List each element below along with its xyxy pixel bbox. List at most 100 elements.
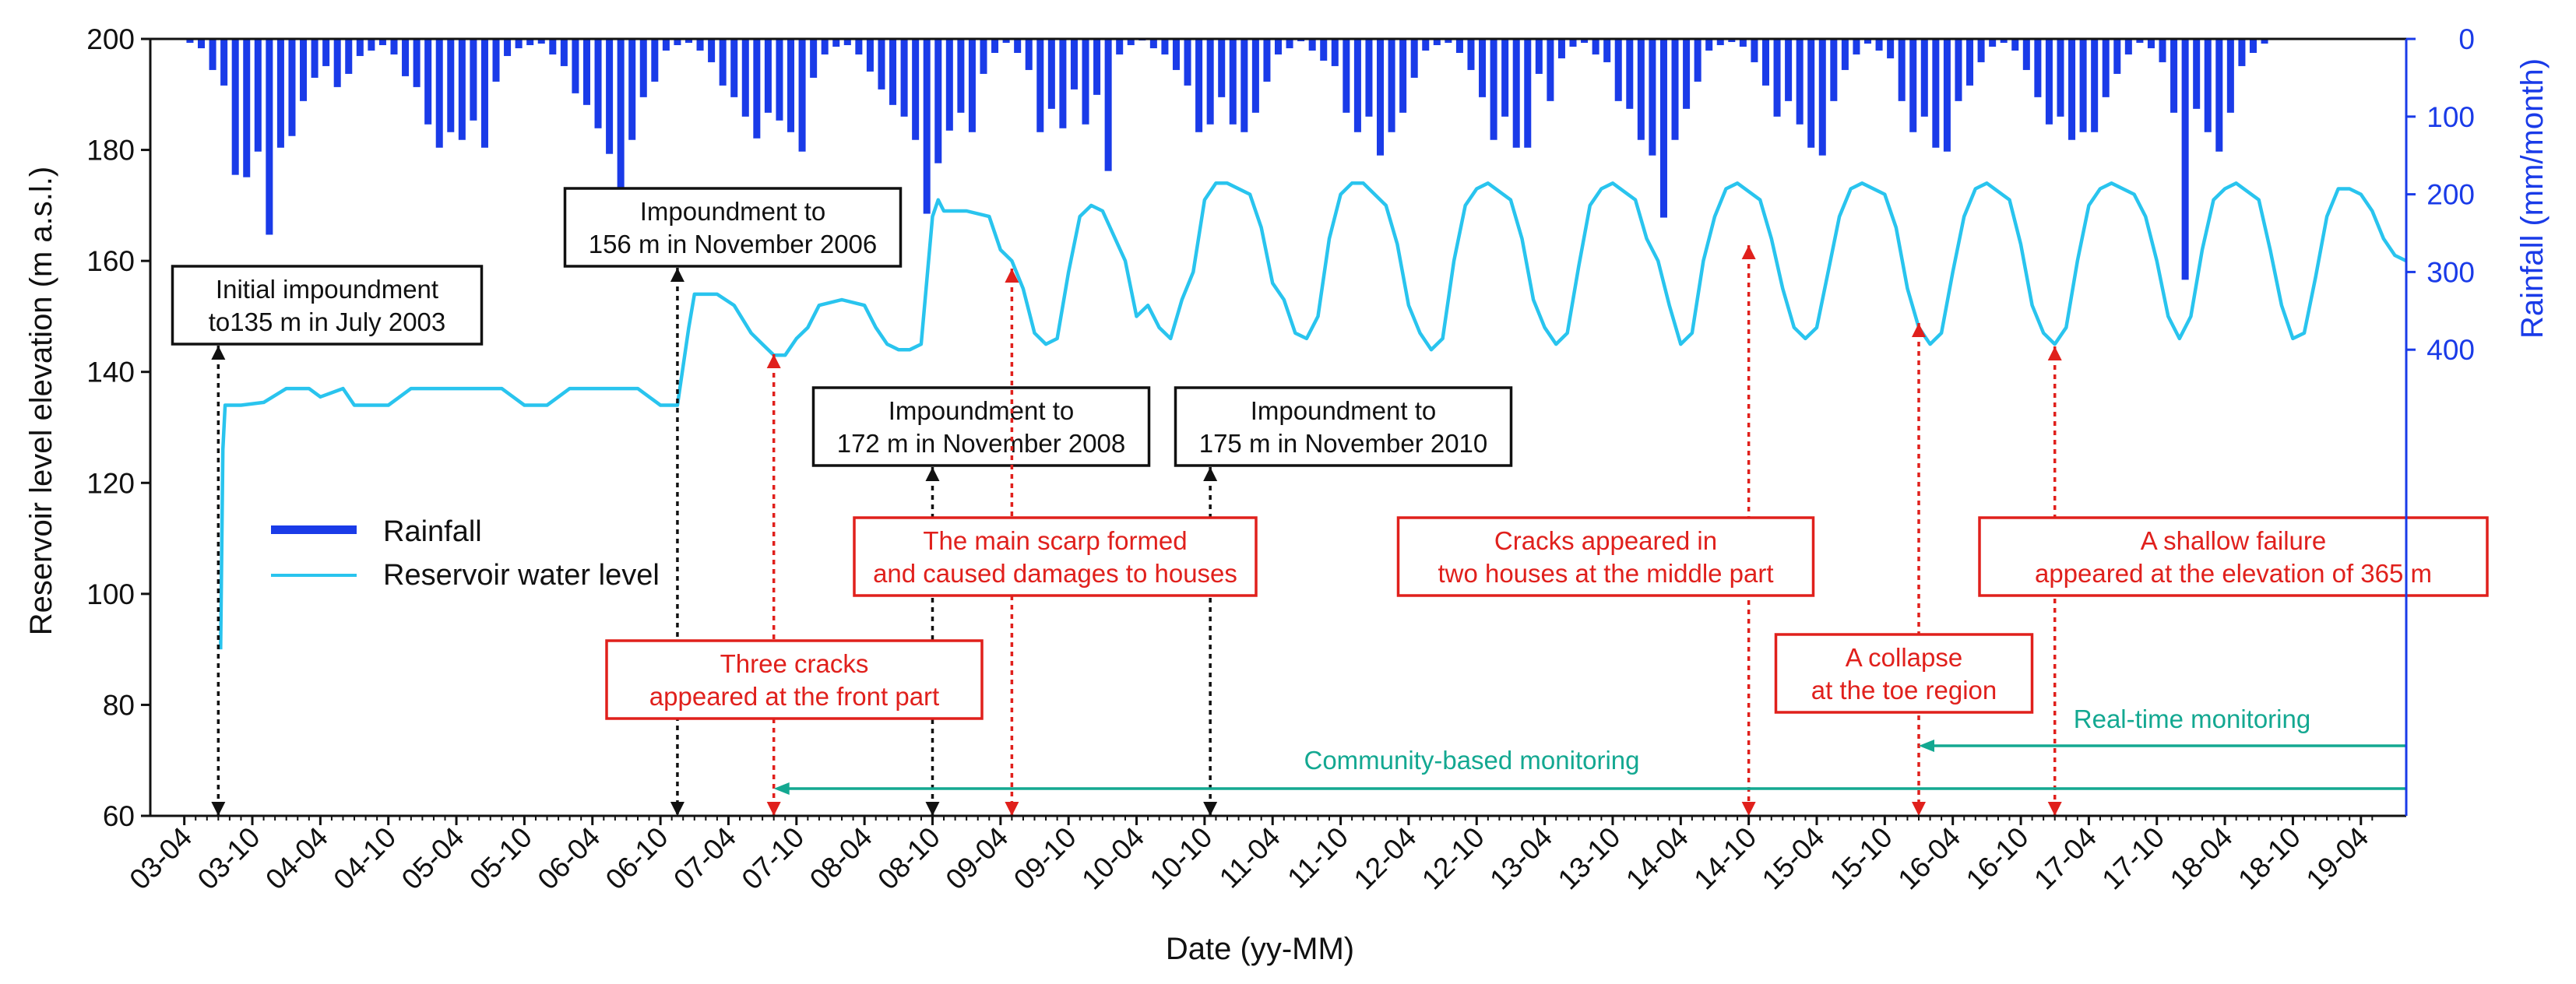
y-left-tick-label: 160: [86, 245, 135, 277]
rainfall-bar: [1977, 39, 1985, 62]
rainfall-bar: [243, 39, 251, 177]
x-tick-label: 15-10: [1824, 821, 1899, 896]
rainfall-bar: [1773, 39, 1781, 117]
rainfall-bar: [708, 39, 716, 62]
x-tick-label: 06-10: [600, 821, 674, 896]
x-tick-label: 04-10: [327, 821, 402, 896]
rainfall-bar: [2147, 39, 2155, 48]
legend: Rainfall Reservoir water level: [271, 515, 660, 592]
rainfall-bar: [515, 39, 523, 48]
x-tick-label: 07-04: [667, 821, 742, 896]
rainfall-bar: [1796, 39, 1804, 125]
rainfall-bar: [1433, 39, 1441, 45]
rainfall-bar: [1898, 39, 1906, 101]
x-tick-label: 12-10: [1416, 821, 1490, 896]
event-annotation-label: appeared at the front part: [649, 682, 939, 711]
rainfall-bar: [1683, 39, 1691, 109]
rainfall-bar: [798, 39, 806, 152]
y-right-tick-label: 100: [2426, 101, 2475, 133]
rainfall-bar: [1343, 39, 1350, 113]
rainfall-bar: [276, 39, 284, 148]
rainfall-bar: [186, 39, 194, 43]
event-arrow-head: [1912, 323, 1927, 337]
rainfall-bar: [1070, 39, 1078, 90]
x-axis-title: Date (yy-MM): [1166, 932, 1354, 966]
x-tick-label: 11-04: [1213, 821, 1286, 894]
rainfall-bar: [1569, 39, 1577, 47]
rainfall-bar: [1127, 39, 1135, 45]
legend-water-swatch: [271, 574, 357, 577]
rainfall-bar: [2170, 39, 2178, 113]
x-tick-label: 14-04: [1620, 821, 1694, 896]
rainfall-bar: [1047, 39, 1055, 109]
y-left-tick-label: 120: [86, 467, 135, 499]
rainfall-bar: [753, 39, 761, 139]
rainfall-bar: [345, 39, 353, 74]
impoundment-annotation-label: 156 m in November 2006: [589, 230, 878, 258]
event-annotation-label: and caused damages to houses: [873, 559, 1237, 588]
rainfall-bar: [674, 39, 681, 45]
rainfall-bar: [1603, 39, 1611, 62]
rainfall-bar: [378, 39, 386, 45]
impoundment-annotation-label: 175 m in November 2010: [1199, 429, 1488, 458]
rainfall-bar: [957, 39, 965, 113]
rainfall-bar: [1875, 39, 1883, 51]
rainfall-bar: [843, 39, 851, 45]
rainfall-bar: [2261, 39, 2268, 44]
event-arrow-head: [1005, 269, 1019, 283]
rainfall-bar: [696, 39, 704, 51]
rainfall-bar: [368, 39, 375, 51]
rainfall-bar: [356, 39, 364, 56]
rainfall-bar: [821, 39, 829, 54]
rainfall-bar: [2011, 39, 2019, 51]
rainfall-bar: [1104, 39, 1112, 171]
rainfall-bar: [2079, 39, 2087, 132]
rainfall-bar: [2124, 39, 2132, 54]
impoundment-annotation-label: Impoundment to: [1251, 396, 1436, 425]
reservoir-level-line-group: [219, 181, 2407, 650]
impoundment-annotation-label: Initial impoundment: [216, 275, 438, 304]
rainfall-bar: [1184, 39, 1191, 86]
legend-rainfall-label: Rainfall: [383, 515, 482, 548]
rainfall-bar: [480, 39, 488, 148]
legend-rainfall-swatch: [271, 525, 357, 534]
rainfall-bar: [1716, 39, 1724, 45]
rainfall-bar: [402, 39, 410, 76]
rainfall-bar: [266, 39, 273, 235]
rainfall-bar: [1240, 39, 1248, 132]
rainfall-bar: [1353, 39, 1361, 132]
rainfall-bar: [1705, 39, 1713, 51]
y-axis-right-title: Rainfall (mm/month): [2515, 58, 2550, 339]
x-tick-label: 11-10: [1281, 821, 1354, 894]
impoundment-annotation-box: [811, 386, 1151, 467]
rainfall-bar: [1581, 39, 1589, 43]
legend-water-label: Reservoir water level: [383, 559, 660, 592]
rainfall-bar: [300, 39, 308, 101]
rainfall-bar: [1841, 39, 1849, 70]
rainfall-bar: [220, 39, 228, 86]
rainfall-bar: [1025, 39, 1033, 70]
rainfall-bar: [413, 39, 421, 87]
rainfall-bar: [1002, 39, 1010, 43]
rainfall-bar: [1649, 39, 1656, 156]
y-left-tick-label: 180: [86, 135, 135, 167]
rainfall-bar: [912, 39, 920, 140]
rainfall-bar: [1853, 39, 1860, 54]
y-left-tick-label: 80: [103, 689, 135, 721]
rainfall-bar: [1739, 39, 1747, 47]
rainfall-bar: [560, 39, 568, 66]
rainfall-bar: [1626, 39, 1634, 109]
rainfall-bar: [470, 39, 477, 121]
x-tick-label: 08-04: [804, 821, 878, 896]
event-annotation-label: The main scarp formed: [923, 526, 1187, 555]
x-tick-label: 04-04: [259, 821, 334, 896]
y-left-tick-label: 60: [103, 800, 135, 832]
rainfall-bar: [2057, 39, 2064, 117]
x-tick-label: 06-04: [531, 821, 606, 896]
impoundment-annotation-label: 172 m in November 2008: [837, 429, 1126, 458]
x-tick-label: 18-10: [2232, 821, 2307, 896]
rainfall-bar: [810, 39, 818, 78]
rainfall-bar: [1229, 39, 1237, 125]
x-tick-label: 12-04: [1348, 821, 1423, 896]
